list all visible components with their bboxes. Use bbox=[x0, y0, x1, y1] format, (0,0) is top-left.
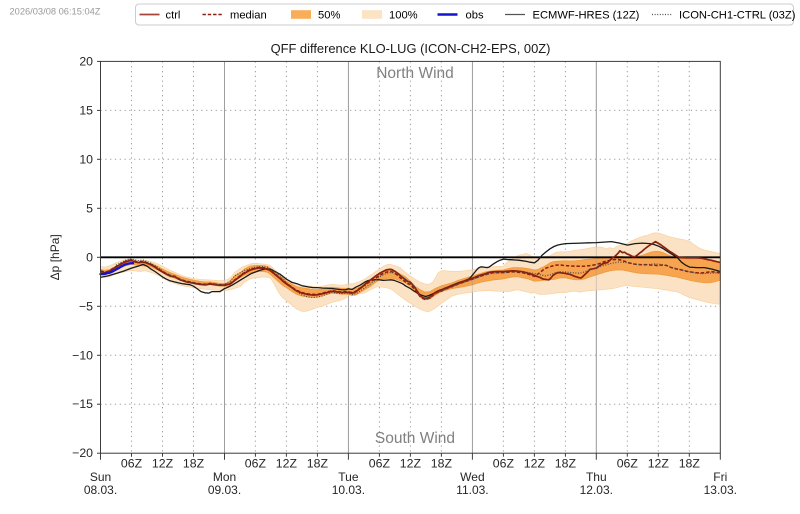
svg-text:10: 10 bbox=[79, 152, 93, 166]
svg-text:08.03.: 08.03. bbox=[84, 483, 117, 497]
svg-text:15: 15 bbox=[79, 103, 93, 117]
svg-text:06Z: 06Z bbox=[617, 457, 639, 471]
svg-text:09.03.: 09.03. bbox=[208, 483, 241, 497]
svg-text:06Z: 06Z bbox=[121, 457, 143, 471]
svg-text:ICON-CH1-CTRL (03Z): ICON-CH1-CTRL (03Z) bbox=[679, 10, 796, 22]
svg-text:18Z: 18Z bbox=[555, 457, 577, 471]
svg-text:5: 5 bbox=[86, 201, 93, 215]
svg-text:Fri: Fri bbox=[713, 470, 727, 484]
svg-text:13.03.: 13.03. bbox=[704, 483, 737, 497]
svg-text:12Z: 12Z bbox=[152, 457, 174, 471]
svg-text:18Z: 18Z bbox=[307, 457, 329, 471]
svg-text:12.03.: 12.03. bbox=[580, 483, 613, 497]
svg-text:−15: −15 bbox=[72, 397, 93, 411]
svg-text:11.03.: 11.03. bbox=[456, 483, 488, 497]
svg-text:obs: obs bbox=[466, 10, 484, 22]
svg-text:50%: 50% bbox=[318, 10, 340, 22]
svg-text:South Wind: South Wind bbox=[375, 430, 455, 447]
svg-text:06Z: 06Z bbox=[493, 457, 515, 471]
svg-text:18Z: 18Z bbox=[431, 457, 453, 471]
svg-text:Δp [hPa]: Δp [hPa] bbox=[48, 234, 62, 280]
svg-text:06Z: 06Z bbox=[245, 457, 267, 471]
svg-text:ECMWF-HRES (12Z): ECMWF-HRES (12Z) bbox=[533, 10, 640, 22]
svg-text:0: 0 bbox=[86, 250, 93, 264]
svg-text:−10: −10 bbox=[72, 348, 93, 362]
svg-text:Thu: Thu bbox=[586, 470, 607, 484]
svg-text:median: median bbox=[230, 10, 267, 22]
svg-text:−20: −20 bbox=[72, 446, 93, 460]
svg-text:QFF difference KLO-LUG (ICON-C: QFF difference KLO-LUG (ICON-CH2-EPS, 00… bbox=[271, 41, 551, 56]
svg-text:12Z: 12Z bbox=[524, 457, 546, 471]
svg-text:Sun: Sun bbox=[90, 470, 111, 484]
svg-text:18Z: 18Z bbox=[679, 457, 701, 471]
svg-text:12Z: 12Z bbox=[400, 457, 422, 471]
svg-text:Mon: Mon bbox=[213, 470, 236, 484]
svg-text:20: 20 bbox=[79, 54, 93, 68]
svg-text:100%: 100% bbox=[389, 10, 418, 22]
svg-text:−5: −5 bbox=[79, 299, 93, 313]
svg-text:Tue: Tue bbox=[338, 470, 359, 484]
svg-text:12Z: 12Z bbox=[648, 457, 670, 471]
svg-text:ctrl: ctrl bbox=[166, 10, 181, 22]
svg-text:18Z: 18Z bbox=[183, 457, 205, 471]
svg-text:10.03.: 10.03. bbox=[332, 483, 365, 497]
svg-text:Wed: Wed bbox=[460, 470, 484, 484]
svg-text:2026/03/08 06:15:04Z: 2026/03/08 06:15:04Z bbox=[10, 7, 101, 17]
svg-text:North Wind: North Wind bbox=[376, 65, 454, 82]
svg-text:12Z: 12Z bbox=[276, 457, 298, 471]
svg-text:06Z: 06Z bbox=[369, 457, 391, 471]
